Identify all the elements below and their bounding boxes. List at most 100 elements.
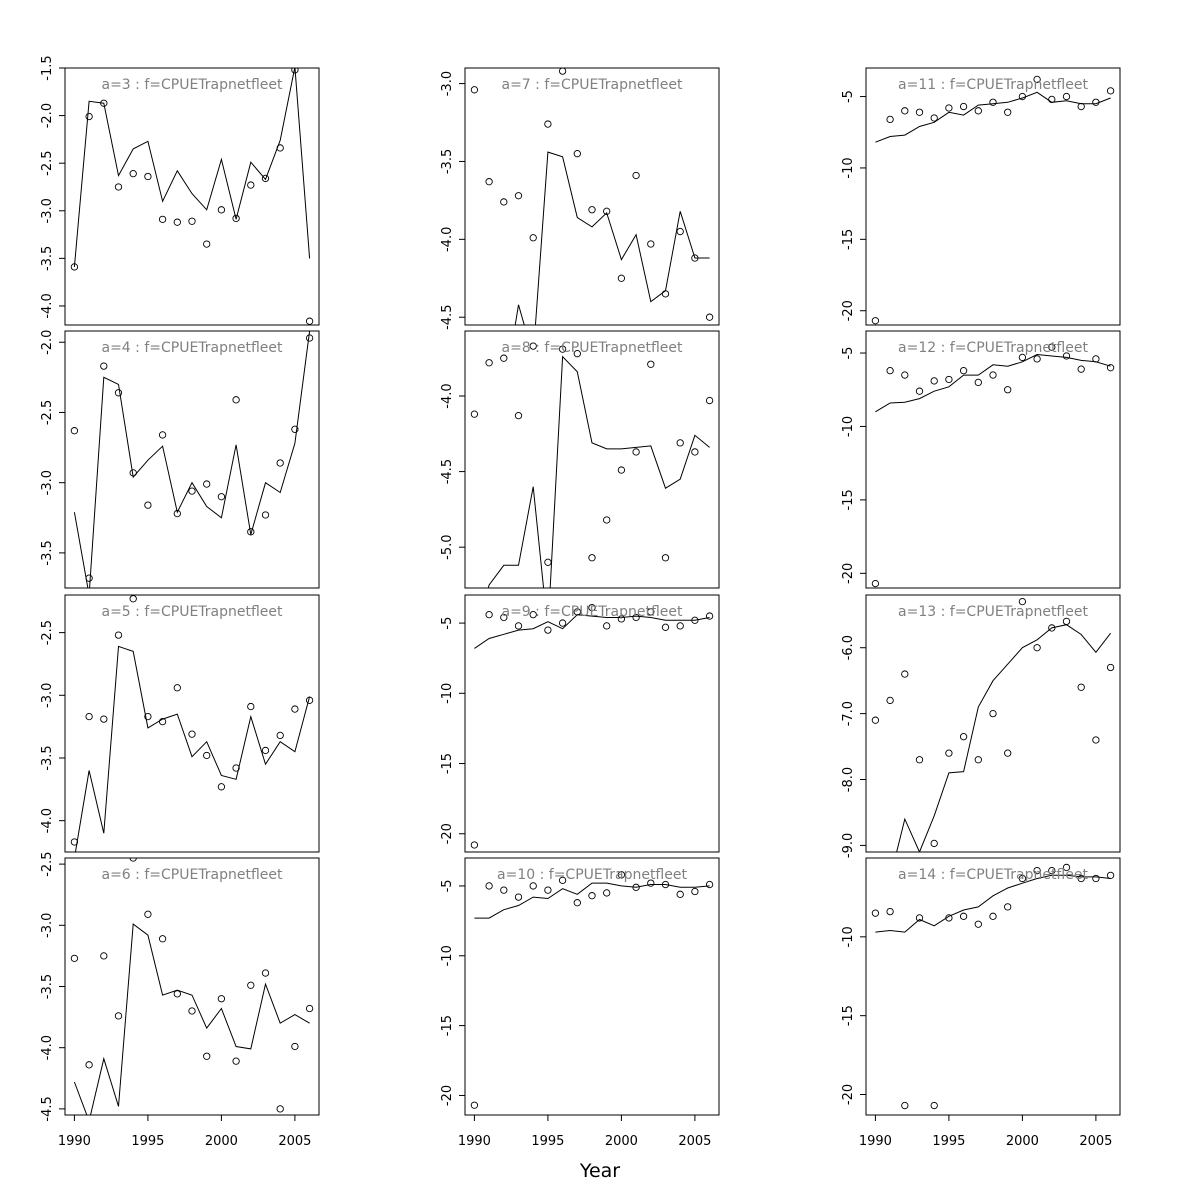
observed-point — [514, 622, 523, 630]
observed-point — [603, 889, 611, 897]
observed-point — [603, 516, 611, 524]
observed-point — [691, 887, 699, 896]
observed-point — [989, 98, 997, 106]
observed-point — [85, 712, 93, 721]
observed-point — [1092, 355, 1100, 363]
x-tick-label: 2005 — [678, 1134, 711, 1149]
observed-point — [247, 528, 255, 536]
observed-point — [558, 876, 567, 884]
x-tick-label: 1990 — [859, 1134, 892, 1149]
observed-point — [129, 595, 137, 603]
y-tick-label: -5 — [841, 347, 856, 360]
y-tick-label: -10 — [440, 683, 455, 704]
observed-point — [886, 367, 894, 375]
observed-point — [1048, 866, 1056, 875]
observed-point — [959, 367, 968, 375]
fitted-series-line — [487, 355, 710, 588]
panel-5: -4.0 -4.5 -5.0 a=8 : f=CPUETrapnetfleet — [440, 330, 720, 589]
observed-point — [158, 935, 167, 943]
observed-point — [247, 702, 255, 711]
observed-point — [1077, 102, 1085, 111]
x-tick-label: 1990 — [458, 1134, 491, 1149]
observed-point — [188, 730, 196, 738]
observed-point — [100, 362, 108, 370]
panel-title: a=4 : f=CPUETrapnetfleet — [101, 340, 283, 356]
y-tick-label: -10 — [841, 416, 856, 437]
y-tick-label: -10 — [440, 945, 455, 966]
y-tick-label: -3.5 — [440, 149, 455, 174]
observed-point — [871, 579, 880, 588]
y-tick-label: -4.0 — [40, 808, 55, 833]
observed-point — [617, 466, 626, 474]
observed-point — [573, 608, 581, 616]
observed-point — [1004, 386, 1012, 394]
observed-point — [647, 879, 655, 887]
panel-4: -2.0 -2.5 -3.0 -3.5 a=4 : f=CPUETrapnetfleet — [40, 330, 320, 589]
observed-point — [85, 1061, 93, 1069]
observed-point — [470, 1101, 479, 1109]
observed-point — [974, 756, 982, 764]
observed-point — [247, 181, 255, 189]
observed-point — [276, 731, 284, 740]
panel-frame — [464, 594, 720, 853]
observed-point — [930, 114, 938, 122]
fitted-series-line — [74, 645, 311, 852]
observed-point — [1048, 95, 1056, 104]
observed-point — [544, 626, 552, 634]
y-tick-label: -5 — [440, 617, 455, 630]
observed-point — [1092, 874, 1100, 883]
observed-point — [232, 396, 240, 404]
observed-point — [144, 910, 152, 918]
observed-point — [188, 1007, 196, 1015]
observed-point — [217, 995, 226, 1003]
observed-point — [203, 240, 211, 248]
panel-frame — [865, 330, 1121, 589]
fitted-series-line — [73, 923, 310, 1115]
observed-point — [1062, 617, 1071, 626]
observed-point — [930, 1101, 938, 1110]
observed-point — [959, 733, 968, 741]
observed-point — [1062, 92, 1071, 101]
panel-frame — [865, 857, 1121, 1116]
observed-point — [1062, 863, 1071, 872]
observed-point — [661, 623, 670, 631]
observed-point — [705, 612, 714, 620]
observed-point — [100, 952, 108, 960]
y-tick-label: -20 — [841, 563, 856, 584]
observed-point — [470, 841, 479, 849]
observed-point — [871, 317, 880, 325]
y-tick-label: -15 — [841, 229, 856, 250]
observed-point — [1033, 355, 1041, 363]
observed-point — [1033, 866, 1041, 875]
observed-point — [573, 150, 581, 158]
y-tick-label: -3.0 — [40, 198, 55, 223]
y-tick-label: -3.5 — [40, 246, 55, 271]
observed-point — [705, 880, 714, 889]
fitted-series-line — [875, 874, 1111, 933]
observed-point — [588, 206, 596, 214]
x-tick-label: 1995 — [531, 1134, 564, 1149]
fitted-series-line — [73, 331, 311, 588]
observed-point — [617, 615, 626, 623]
observed-point — [514, 192, 523, 200]
observed-point — [217, 206, 226, 214]
observed-point — [1092, 98, 1100, 106]
observed-point — [1106, 87, 1115, 95]
y-tick-label: -8.0 — [841, 767, 856, 792]
y-tick-label: -1.5 — [40, 55, 55, 80]
observed-point — [1018, 92, 1027, 101]
observed-point — [173, 990, 181, 998]
observed-point — [1018, 597, 1027, 606]
observed-point — [305, 317, 314, 325]
panel-title: a=3 : f=CPUETrapnetfleet — [101, 77, 283, 93]
observed-point — [588, 892, 596, 900]
observed-point — [70, 954, 79, 963]
observed-point — [144, 501, 152, 509]
observed-point — [276, 144, 284, 152]
observed-point — [100, 99, 108, 107]
observed-point — [945, 914, 953, 922]
observed-point — [1018, 874, 1027, 883]
observed-point — [647, 608, 655, 616]
observed-point — [173, 218, 181, 226]
